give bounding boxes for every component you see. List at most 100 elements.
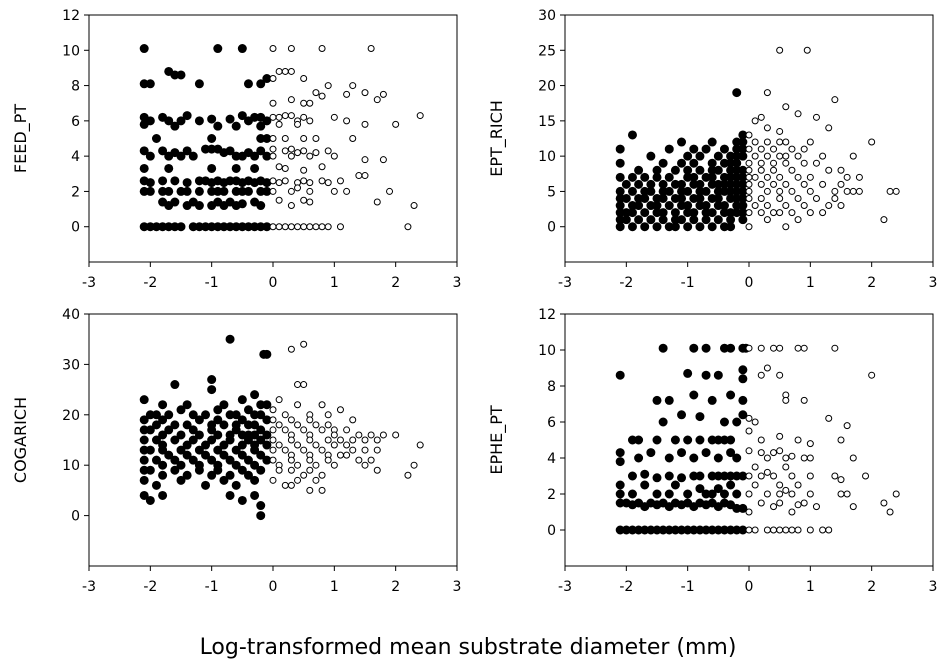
filled-point [627, 186, 637, 196]
x-tick-label: 1 [806, 275, 815, 291]
open-point [849, 187, 857, 195]
filled-point [139, 163, 149, 173]
filled-point [695, 151, 705, 161]
open-point [763, 526, 771, 534]
filled-point [188, 151, 198, 161]
filled-point [689, 453, 699, 463]
open-point [837, 180, 845, 188]
filled-point [683, 435, 693, 445]
filled-point [652, 395, 662, 405]
filled-point [225, 334, 235, 344]
filled-point [237, 440, 247, 450]
open-point [782, 103, 790, 111]
filled-point [237, 450, 247, 460]
filled-point [683, 151, 693, 161]
filled-point [707, 489, 717, 499]
open-point [361, 156, 369, 164]
filled-point [250, 445, 260, 455]
filled-point [634, 179, 644, 189]
filled-point [640, 172, 650, 182]
open-point [819, 526, 827, 534]
open-point [892, 490, 900, 498]
x-tick-label: 2 [867, 275, 876, 291]
filled-point [201, 440, 211, 450]
filled-point [262, 349, 272, 359]
filled-point [652, 222, 662, 232]
x-tick-label: 1 [330, 579, 339, 595]
open-point [269, 406, 277, 414]
filled-point [170, 420, 180, 430]
filled-point [139, 415, 149, 425]
filled-point [677, 448, 687, 458]
filled-point [231, 480, 241, 490]
filled-point [219, 186, 229, 196]
filled-point [188, 410, 198, 420]
open-point [373, 436, 381, 444]
filled-point [658, 208, 668, 218]
open-point [745, 427, 753, 435]
filled-point [207, 425, 217, 435]
open-point [281, 411, 289, 419]
open-point [330, 441, 338, 449]
y-tick-label: 4 [547, 451, 556, 467]
filled-point [677, 410, 687, 420]
filled-point [664, 489, 674, 499]
open-point [868, 138, 876, 146]
filled-point [139, 395, 149, 405]
open-point [287, 112, 295, 120]
open-point [757, 113, 765, 121]
open-point [318, 471, 326, 479]
open-point [776, 173, 784, 181]
open-point [776, 127, 784, 135]
filled-point [194, 186, 204, 196]
filled-point [213, 121, 223, 131]
open-point [306, 456, 314, 464]
open-point [355, 431, 363, 439]
open-point [269, 145, 277, 153]
chart-ept-rich: 0 5 10 15 20 25 30 -3 -2 -1 0 1 2 3 EPT_RICH [487, 8, 937, 291]
open-point [300, 75, 308, 83]
open-point [782, 152, 790, 160]
open-point [367, 431, 375, 439]
open-point [806, 187, 814, 195]
open-point [361, 461, 369, 469]
filled-point [237, 395, 247, 405]
open-point [788, 209, 796, 217]
open-point [386, 187, 394, 195]
open-point [269, 135, 277, 142]
open-point [757, 449, 765, 457]
open-point [806, 209, 814, 217]
filled-point [256, 425, 266, 435]
open-point [300, 426, 308, 434]
filled-point [158, 445, 168, 455]
filled-point [194, 201, 204, 211]
open-point [776, 447, 784, 455]
open-point [281, 223, 289, 231]
open-point [788, 472, 796, 480]
filled-point [151, 455, 161, 465]
open-point [763, 152, 771, 160]
filled-point [201, 480, 211, 490]
open-point [269, 456, 277, 464]
open-point [751, 138, 759, 146]
open-point [794, 216, 802, 224]
filled-point [634, 435, 644, 445]
open-point [379, 431, 387, 439]
open-point [806, 490, 814, 498]
open-point [324, 436, 332, 444]
open-point [269, 426, 277, 434]
open-point [745, 490, 753, 498]
open-point [751, 418, 759, 426]
filled-point [182, 186, 192, 196]
filled-point [164, 450, 174, 460]
x-tick-label: -1 [205, 579, 219, 595]
open-point [849, 454, 857, 462]
open-point [855, 173, 863, 181]
open-point [794, 501, 802, 509]
open-point [794, 194, 802, 202]
open-point [281, 135, 289, 142]
x-tick-label: 3 [929, 275, 937, 291]
open-point [324, 223, 332, 231]
open-point [287, 202, 295, 210]
open-point [745, 472, 753, 480]
